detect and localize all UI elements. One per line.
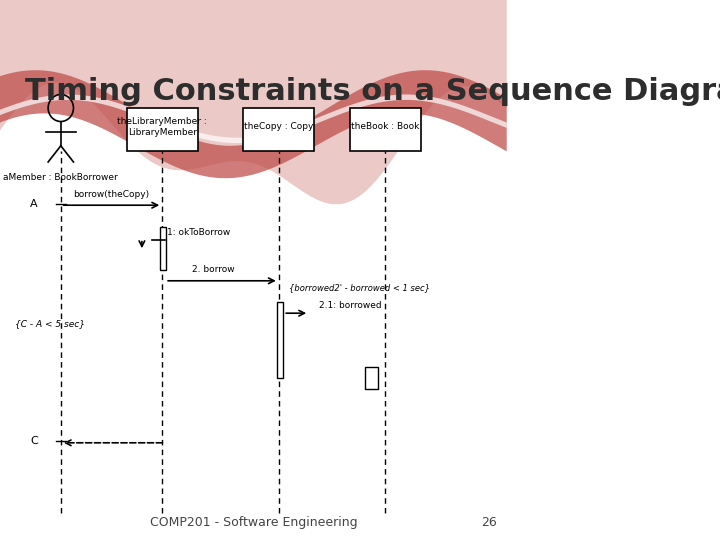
Bar [350, 108, 420, 151]
Text: 2. borrow: 2. borrow [192, 265, 234, 274]
Text: theLibraryMember :
LibraryMember: theLibraryMember : LibraryMember [117, 117, 207, 137]
Text: C: C [30, 436, 38, 446]
Text: 26: 26 [481, 516, 497, 529]
Text: 2.1: borrowed: 2.1: borrowed [319, 301, 382, 310]
Text: {C - A < 5 sec}: {C - A < 5 sec} [15, 320, 85, 328]
Text: theCopy : Copy: theCopy : Copy [244, 123, 313, 131]
Text: Timing Constraints on a Sequence Diagram: Timing Constraints on a Sequence Diagram [25, 77, 720, 106]
Polygon shape [0, 94, 507, 143]
Bar [243, 108, 314, 151]
Bar [277, 302, 283, 378]
Bar [365, 367, 377, 389]
Bar [127, 108, 197, 151]
Text: aMember : BookBorrower: aMember : BookBorrower [4, 173, 118, 182]
Polygon shape [0, 70, 507, 178]
Text: 1: okToBorrow: 1: okToBorrow [167, 227, 230, 237]
Text: borrow(theCopy): borrow(theCopy) [73, 190, 150, 199]
Text: {borrowed2' - borrowed < 1 sec}: {borrowed2' - borrowed < 1 sec} [289, 283, 430, 292]
Polygon shape [0, 0, 507, 204]
Text: theBook : Book: theBook : Book [351, 123, 419, 131]
Bar [160, 227, 166, 270]
Text: A: A [30, 199, 38, 208]
Text: COMP201 - Software Engineering: COMP201 - Software Engineering [150, 516, 357, 529]
